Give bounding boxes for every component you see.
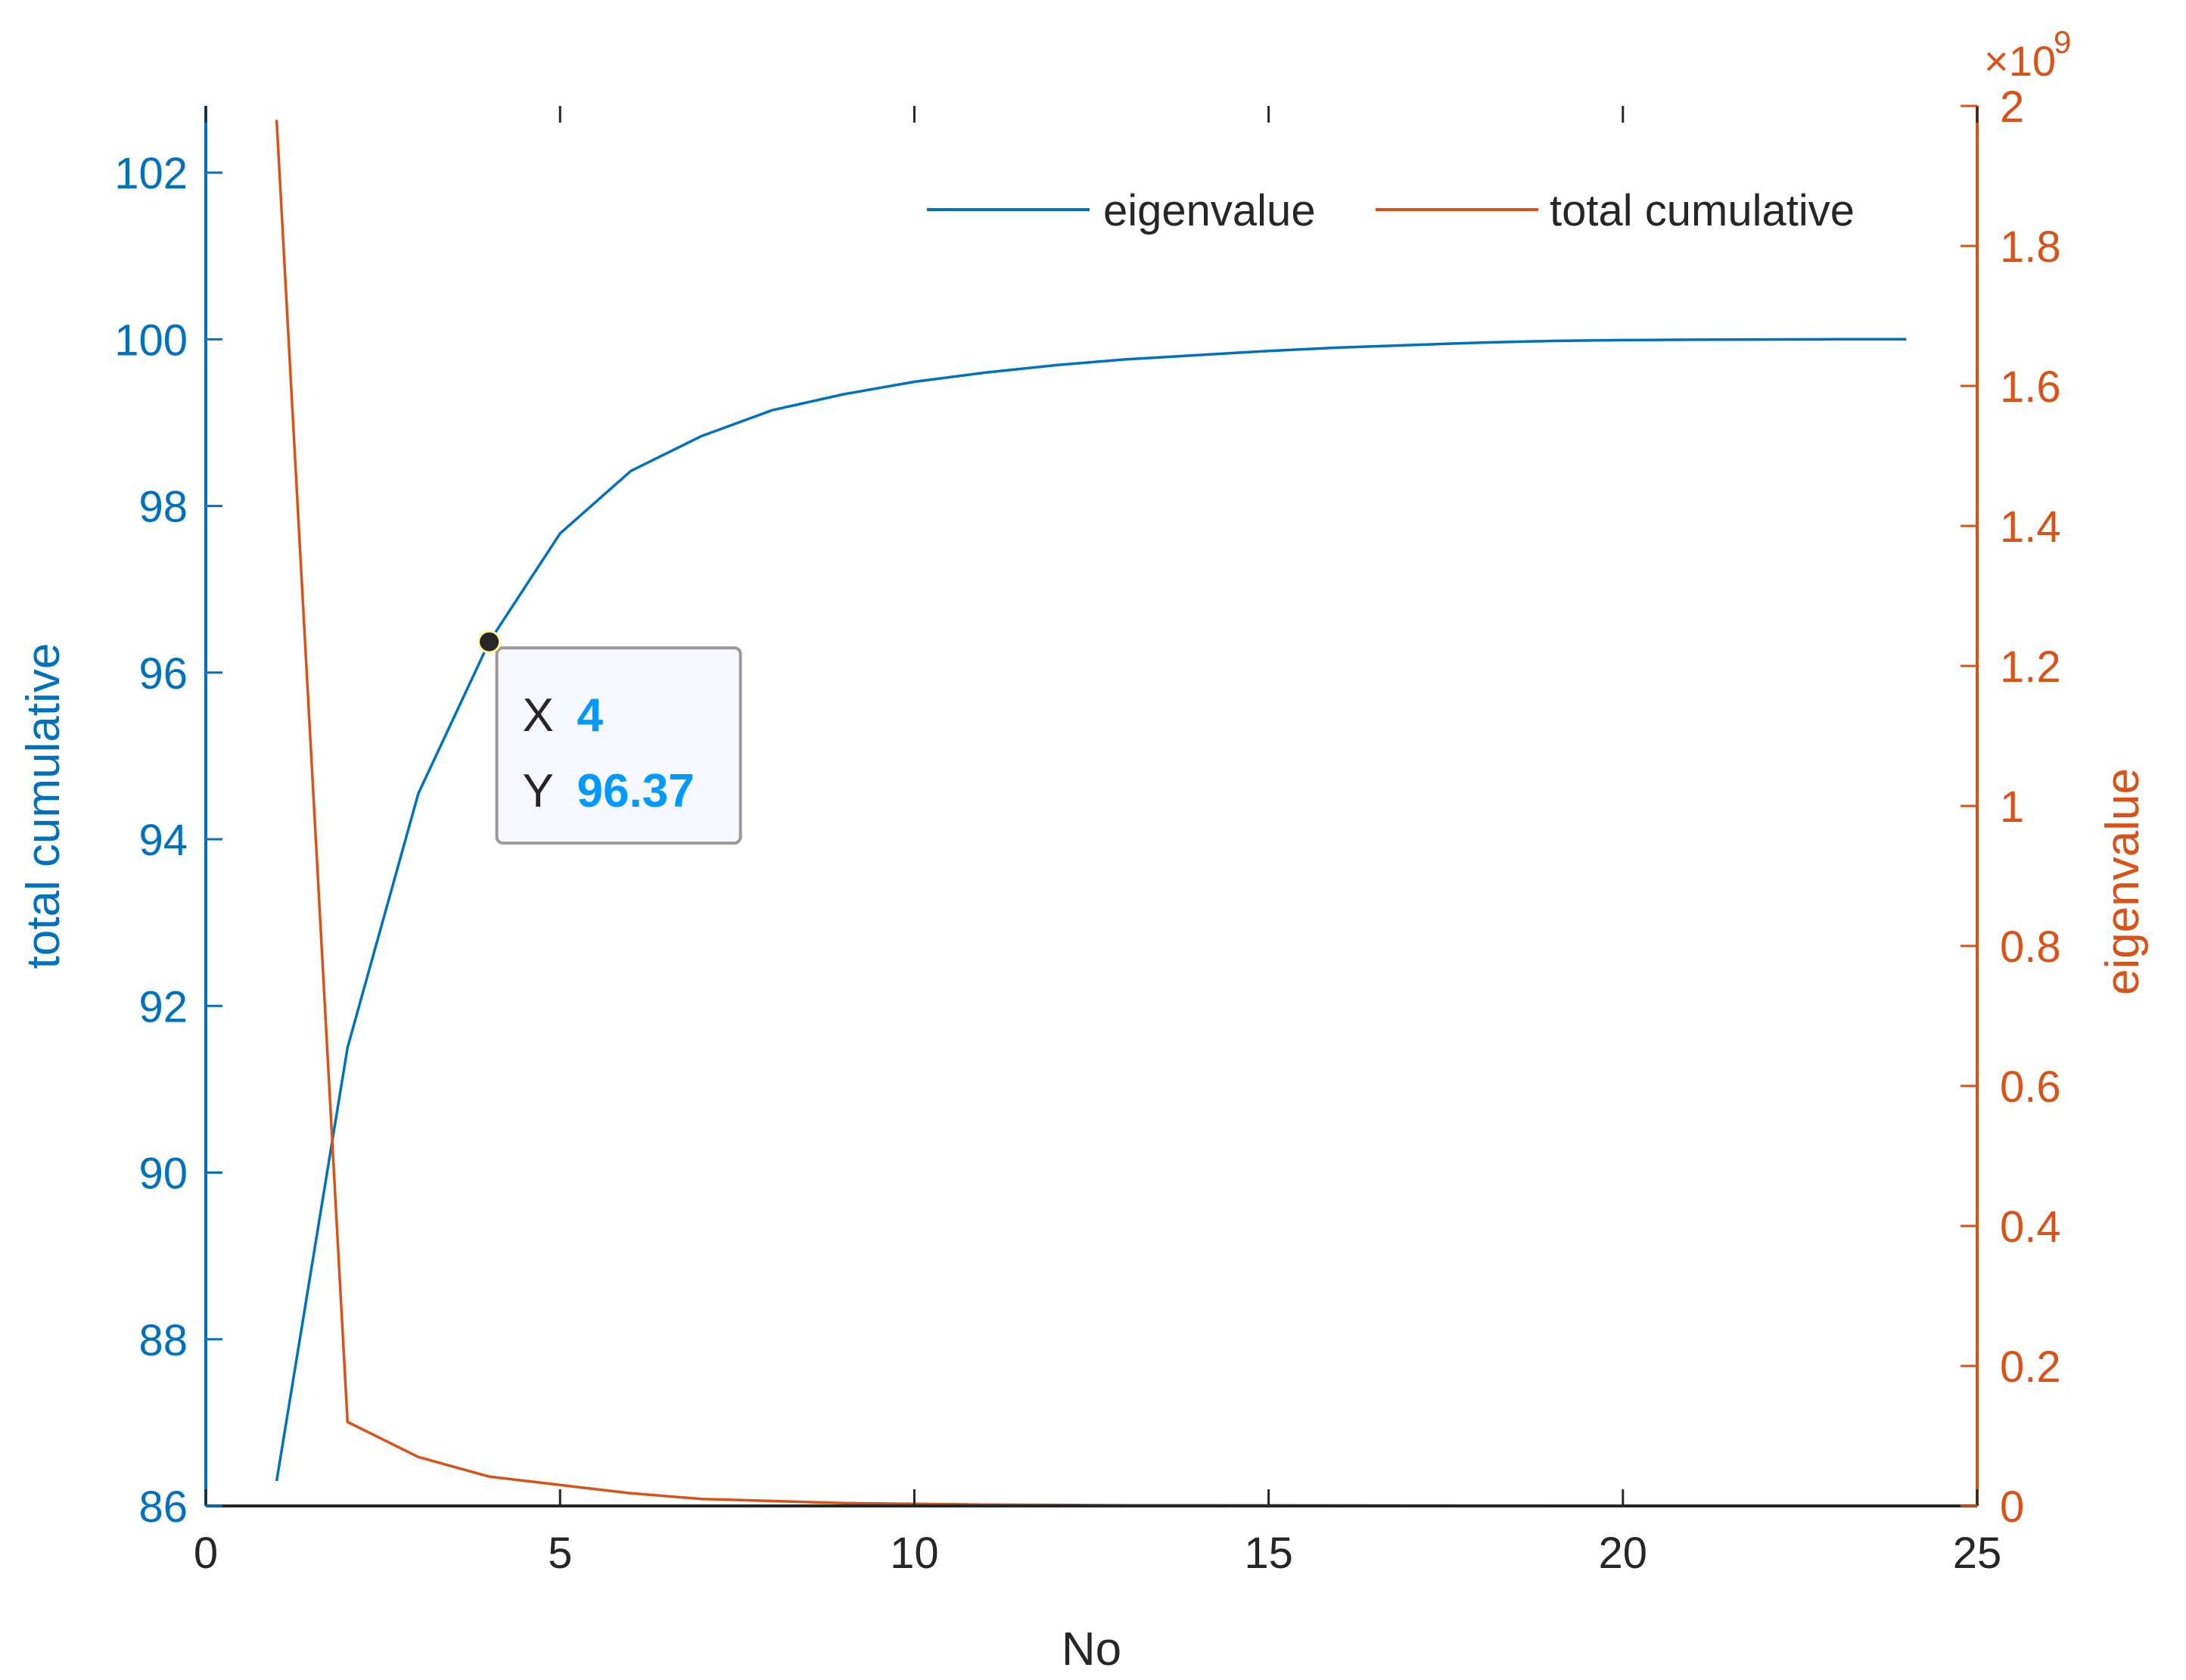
- right-y-tick-label: 0.2: [2000, 1342, 2061, 1392]
- datatip-marker[interactable]: [477, 630, 502, 654]
- left-y-tick-label: 92: [138, 982, 188, 1031]
- series-line-eigenvalue: [275, 338, 1907, 1482]
- right-y-axis-label: eigenvalue: [2097, 768, 2149, 995]
- x-tick-label: 5: [548, 1529, 572, 1578]
- x-tick-label: 0: [194, 1529, 218, 1578]
- right-y-tick-label: 0.4: [2000, 1202, 2061, 1252]
- left-y-tick-label: 94: [138, 816, 188, 865]
- legend-label: eigenvalue: [1103, 186, 1316, 235]
- right-axis-exponent-base: ×10: [1984, 37, 2056, 85]
- datatip[interactable]: X 4 Y 96.37: [477, 630, 742, 845]
- right-y-tick-label: 1.2: [2000, 642, 2061, 692]
- x-axis-label: No: [1062, 1623, 1121, 1675]
- right-y-tick-label: 1.6: [2000, 362, 2061, 412]
- left-y-tick-label: 88: [138, 1316, 188, 1365]
- datatip-y-value: 96.37: [577, 765, 695, 817]
- right-y-tick-label: 0: [2000, 1482, 2024, 1532]
- datatip-y-label: Y: [523, 765, 554, 817]
- ticks-layer: 0 5 10 15 20 25 86 88 90 92 94 96 98 100 102 0 0.2 0.4 0.6…: [114, 82, 2060, 1578]
- right-axis-exponent-power: 9: [2054, 24, 2071, 60]
- right-y-tick-label: 0.8: [2000, 922, 2061, 972]
- left-y-tick-label: 100: [114, 316, 188, 365]
- legend-label: total cumulative: [1550, 186, 1855, 235]
- left-y-tick-label: 96: [138, 649, 188, 698]
- x-tick-label: 25: [1953, 1529, 2002, 1578]
- datatip-x-label: X: [523, 689, 554, 742]
- legend[interactable]: eigenvalue total cumulative: [927, 186, 1855, 235]
- left-y-tick-label: 90: [138, 1150, 188, 1199]
- left-y-tick-label: 86: [138, 1482, 188, 1532]
- right-y-tick-label: 1.8: [2000, 222, 2061, 272]
- left-y-tick-label: 102: [114, 149, 188, 198]
- datatip-box: [495, 646, 742, 845]
- datatip-x-value: 4: [577, 689, 604, 742]
- right-y-tick-label: 2: [2000, 82, 2024, 132]
- right-y-tick-label: 0.6: [2000, 1062, 2061, 1112]
- right-y-tick-label: 1: [2000, 782, 2024, 832]
- x-tick-label: 10: [890, 1529, 939, 1578]
- right-axis-exponent: ×10 9: [1984, 24, 2071, 85]
- left-y-axis-label: total cumulative: [17, 643, 70, 969]
- x-tick-label: 20: [1599, 1529, 1648, 1578]
- right-y-tick-label: 1.4: [2000, 502, 2061, 552]
- left-y-tick-label: 98: [138, 483, 188, 532]
- x-tick-label: 15: [1244, 1529, 1293, 1578]
